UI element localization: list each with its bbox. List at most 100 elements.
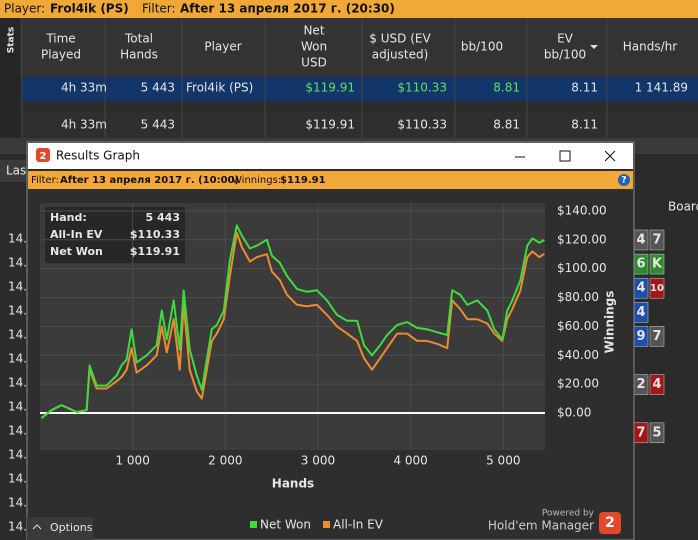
table-cell: 4h 33m — [61, 118, 107, 132]
table-cell: $110.33 — [397, 118, 447, 132]
side-tab-label: Stats — [7, 27, 17, 54]
card-rank: 4 — [636, 281, 645, 296]
selected-row[interactable] — [22, 77, 698, 101]
row-label: 14. — [8, 352, 27, 366]
row-label: 14. — [8, 472, 27, 486]
stats-value: $119.91 — [130, 245, 180, 258]
table-cell: Frol4ik (PS) — [186, 81, 253, 95]
column-header: Hands/hr — [623, 40, 678, 54]
x-tick-label: 1 000 — [115, 454, 149, 468]
table-cell: 4h 33m — [61, 81, 107, 95]
card-rank: 2 — [636, 377, 645, 392]
options-chevron — [32, 524, 42, 530]
y-tick-label: $0.00 — [557, 406, 591, 420]
series-line — [40, 224, 545, 419]
card-rank: 6 — [636, 257, 645, 272]
stats-value: $110.33 — [130, 228, 180, 241]
header-filter: After 13 апреля 2017 г. (20:30) — [180, 2, 395, 16]
window-title: Results Graph — [56, 149, 140, 163]
column-header: EV — [557, 32, 574, 46]
table-cell: $119.91 — [305, 81, 355, 95]
y-axis-title: Winnings — [603, 291, 617, 354]
column-header: USD — [301, 56, 327, 70]
row-label: 14. — [8, 376, 27, 390]
sort-arrow — [590, 45, 598, 49]
tab-label: Las — [6, 164, 26, 178]
y-tick-label: $40.00 — [557, 348, 599, 362]
card-rank: 7 — [652, 329, 661, 344]
options-button[interactable] — [27, 517, 93, 540]
card-rank: 4 — [636, 233, 645, 248]
row-label: 14. — [8, 280, 27, 294]
legend-swatch — [323, 521, 330, 528]
card — [649, 374, 665, 395]
x-axis-title: Hands — [272, 477, 314, 491]
total-row — [22, 112, 698, 138]
close-button[interactable] — [604, 150, 616, 162]
help-glyph: ? — [621, 176, 626, 186]
card — [649, 253, 665, 275]
winnings-value: $119.91 — [280, 175, 326, 186]
column-header: Net — [303, 24, 324, 38]
legend-swatch — [250, 521, 257, 528]
filter-bar — [28, 171, 633, 189]
column-header: Played — [41, 48, 81, 62]
tab[interactable] — [0, 160, 27, 182]
stats-label: Hand: — [50, 211, 87, 224]
card-rank: 5 — [652, 425, 661, 440]
y-tick-label: $80.00 — [557, 290, 599, 304]
row-label: 14. — [8, 400, 27, 414]
filter-value: After 13 апреля 2017 г. (10:00) — [60, 175, 239, 186]
powered-by: Powered by — [542, 509, 595, 519]
card — [649, 422, 665, 444]
y-tick-label: $60.00 — [557, 319, 599, 333]
stats-label: Net Won — [50, 245, 103, 258]
y-tick-label: $140.00 — [557, 203, 607, 217]
card — [649, 326, 665, 347]
side-tab[interactable] — [0, 18, 20, 138]
maximize-button[interactable] — [559, 150, 571, 162]
stats-value: 5 443 — [146, 211, 180, 224]
column-header: Won — [301, 40, 327, 54]
table-cell: 5 443 — [141, 81, 175, 95]
card-rank: 9 — [636, 329, 645, 344]
table-cell: 8.11 — [571, 81, 598, 95]
series-line — [40, 231, 545, 419]
y-tick-label: $120.00 — [557, 232, 607, 246]
column-header: Hands — [120, 48, 158, 62]
legend-label: Net Won — [260, 518, 311, 532]
x-tick-label: 4 000 — [393, 454, 427, 468]
row-label: 14. — [8, 328, 27, 342]
card-rank: 4 — [652, 377, 661, 392]
stats-label: All-In EV — [50, 228, 103, 241]
header-filter-label: Filter: — [142, 2, 176, 16]
y-tick-label: $20.00 — [557, 377, 599, 391]
options-label: Options — [50, 521, 93, 534]
y-tick-label: $100.00 — [557, 261, 607, 275]
column-header: bb/100 — [544, 48, 586, 62]
column-header: Player — [204, 40, 241, 54]
card-rank: 10 — [650, 283, 664, 294]
x-tick-label: 3 000 — [301, 454, 335, 468]
row-label: 14. — [8, 304, 27, 318]
column-header: Time — [45, 32, 75, 46]
table-cell: 1 141.89 — [635, 81, 688, 95]
column-header: Total — [124, 32, 153, 46]
row-label: 14. — [8, 496, 27, 510]
brand-logo-glyph: 2 — [605, 515, 615, 531]
brand-logo — [599, 512, 621, 534]
help-button[interactable] — [618, 174, 630, 186]
row-label: 14. — [8, 256, 27, 270]
winnings-label: Winnings: — [232, 175, 281, 186]
row-label: 14. — [8, 520, 27, 534]
card — [649, 277, 665, 299]
column-header: bb/100 — [461, 40, 503, 54]
stats-box — [45, 207, 185, 263]
table-cell: $119.91 — [305, 118, 355, 132]
row-label: 14. — [8, 232, 27, 246]
column-header: adjusted) — [372, 48, 429, 62]
app-icon-glyph: 2 — [40, 151, 47, 162]
card-rank: 7 — [636, 425, 645, 440]
header-player: Frol4ik (PS) — [50, 2, 129, 16]
